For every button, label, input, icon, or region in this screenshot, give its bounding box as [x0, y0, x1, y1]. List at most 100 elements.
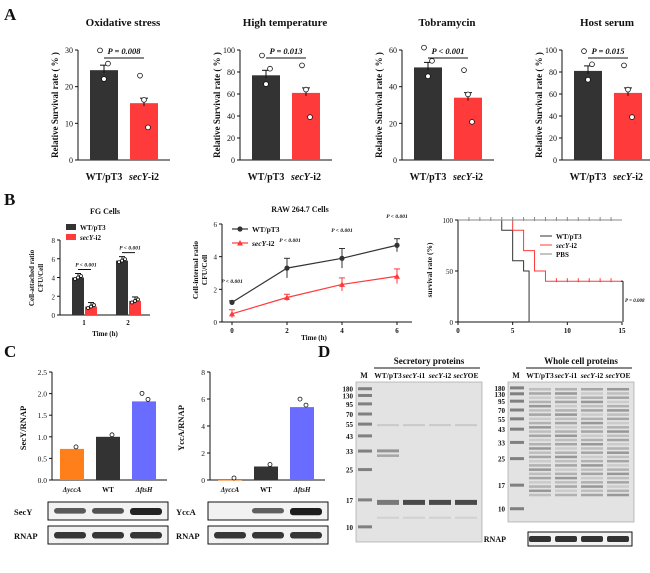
x-category-label: WT: [260, 486, 272, 494]
protein-band: [377, 516, 399, 519]
x-tick-label: 0: [456, 327, 460, 335]
x-category-label: WT/pT3: [410, 172, 447, 183]
blot-label: YccA: [176, 507, 197, 517]
protein-band: [455, 424, 477, 427]
chart-title: Tobramycin: [418, 17, 475, 29]
protein-band: [529, 472, 551, 476]
x-category-label: secY-i2: [612, 172, 643, 183]
replicate-point: [267, 65, 273, 72]
protein-band: [403, 499, 425, 505]
protein-band: [555, 476, 577, 480]
protein-band: [607, 430, 629, 433]
x-tick-label: 1: [82, 319, 86, 327]
y-tick-label: 60: [389, 46, 397, 55]
survival-curve-0: [458, 219, 622, 323]
protein-band: [581, 455, 603, 459]
protein-band: [555, 409, 577, 412]
protein-band: [607, 409, 629, 412]
protein-band: [607, 426, 629, 429]
survival-chart-0: Oxidative stress Relative Survival rate (…: [50, 17, 170, 183]
replicate-point: [130, 300, 134, 305]
lane-label: secY-i2: [580, 371, 604, 380]
y-tick-label: 6: [201, 395, 205, 404]
protein-band: [377, 499, 399, 505]
protein-band: [607, 459, 629, 463]
protein-band: [529, 426, 551, 429]
blot-band: [290, 508, 322, 516]
lane-label: M: [360, 371, 368, 380]
y-axis-label: Cell-internal ratio: [191, 241, 200, 299]
protein-band: [555, 434, 577, 438]
marker-band: [510, 507, 524, 511]
x-tick-label: 0: [230, 327, 234, 335]
protein-band: [555, 421, 577, 425]
chart-title: High temperature: [243, 17, 328, 29]
bar-wt: [116, 260, 128, 315]
ycca-ratio-chart: YccA/RNAP 0 2 4 6 8 ΔyccA WT ΔftsH: [176, 368, 325, 494]
replicate-point: [120, 258, 124, 263]
y-tick-label: 40: [549, 112, 557, 121]
y-tick-label: 1.0: [38, 433, 48, 442]
y-tick-label: 30: [65, 46, 73, 55]
x-tick-label: 5: [511, 327, 515, 335]
gel-frame: [507, 381, 635, 523]
blot-label: RNAP: [484, 535, 506, 544]
protein-band: [555, 485, 577, 488]
marker-label: 43: [498, 426, 506, 434]
blot-band: [252, 532, 284, 539]
protein-band: [555, 481, 577, 484]
p-value: P < 0.001: [75, 263, 97, 269]
bar-secy-i2: [614, 92, 642, 160]
marker-band: [510, 386, 524, 390]
y-tick-label: 80: [227, 68, 235, 77]
protein-band: [555, 430, 577, 433]
lane-label: WT/pT3: [526, 371, 554, 380]
replicate-point: [585, 76, 591, 83]
protein-band: [607, 451, 629, 454]
marker-band: [358, 468, 372, 472]
blot-band: [92, 508, 124, 514]
protein-band: [529, 443, 551, 446]
y-tick-label: 0.0: [38, 476, 48, 485]
protein-band: [555, 447, 577, 450]
protein-band: [607, 417, 629, 421]
marker-label: 10: [498, 506, 506, 514]
y-tick-label: 0: [553, 156, 557, 165]
y-tick-label: 60: [549, 90, 557, 99]
protein-band: [581, 426, 603, 429]
data-point-secy-i2: [394, 273, 400, 279]
bar-1: [254, 466, 278, 480]
protein-band: [529, 459, 551, 463]
protein-band: [607, 392, 629, 395]
data-point-wt: [284, 265, 290, 271]
data-point-wt: [339, 255, 345, 261]
protein-band: [581, 481, 603, 484]
x-tick-label: 15: [619, 327, 627, 335]
y-tick-label: 100: [223, 46, 235, 55]
x-category-label: WT/pT3: [248, 172, 285, 183]
protein-band: [529, 413, 551, 416]
protein-band: [581, 388, 603, 391]
y-tick-label: 8: [201, 368, 205, 377]
p-value: P = 0.013: [269, 46, 303, 56]
marker-band: [510, 457, 524, 461]
legend-marker-wt: [237, 226, 243, 232]
y-axis-label: YccA/RNAP: [176, 405, 186, 451]
marker-label: 25: [498, 456, 506, 464]
protein-band: [377, 449, 399, 453]
protein-band: [555, 455, 577, 459]
lane-label: secYOE: [604, 371, 630, 380]
protein-band: [607, 400, 629, 404]
blot-band: [54, 508, 86, 514]
blot-band: [130, 508, 162, 516]
secy-ratio-chart: SecY/RNAP 0.0 0.5 1.0 1.5 2.0 2.5 ΔyccA WT ΔftsH: [18, 368, 167, 494]
marker-label: 70: [498, 407, 506, 415]
protein-band: [581, 447, 603, 450]
data-point-secy-i2: [339, 281, 345, 287]
marker-band: [358, 525, 372, 529]
protein-band: [581, 451, 603, 454]
replicate-point: [145, 396, 151, 402]
p-value: P < 0.001: [119, 246, 141, 252]
bar-wt: [72, 277, 84, 315]
